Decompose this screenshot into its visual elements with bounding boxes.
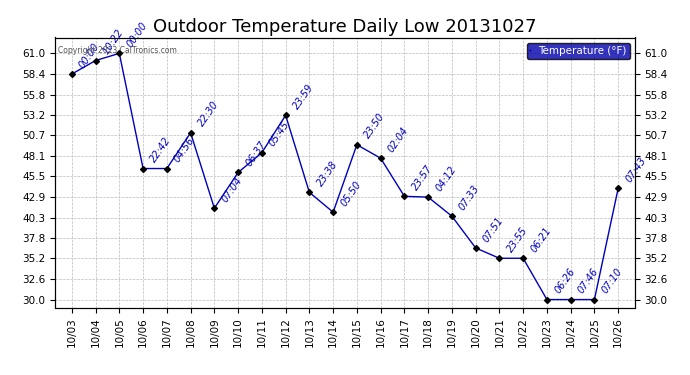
Text: 22:42: 22:42 [148, 135, 173, 164]
Text: 23:57: 23:57 [410, 163, 434, 192]
Text: 07:43: 07:43 [624, 155, 648, 184]
Legend: Temperature (°F): Temperature (°F) [526, 43, 629, 59]
Text: 06:26: 06:26 [553, 267, 577, 296]
Text: 07:51: 07:51 [481, 215, 506, 244]
Text: 23:59: 23:59 [291, 82, 315, 111]
Text: 23:55: 23:55 [505, 225, 529, 254]
Text: 22:30: 22:30 [196, 100, 221, 129]
Text: 04:12: 04:12 [434, 164, 458, 193]
Title: Outdoor Temperature Daily Low 20131027: Outdoor Temperature Daily Low 20131027 [153, 18, 537, 36]
Text: 23:38: 23:38 [315, 159, 339, 188]
Text: 07:10: 07:10 [600, 267, 624, 296]
Text: 05:45: 05:45 [268, 120, 292, 148]
Text: 06:37: 06:37 [244, 140, 268, 168]
Text: 00:00: 00:00 [77, 41, 102, 70]
Text: 00:00: 00:00 [125, 20, 149, 49]
Text: Copyright 2013 CalTronics.com: Copyright 2013 CalTronics.com [58, 46, 177, 55]
Text: 05:50: 05:50 [339, 179, 363, 208]
Text: 23:50: 23:50 [362, 112, 387, 141]
Text: 07:04: 07:04 [220, 175, 244, 204]
Text: 07:46: 07:46 [576, 267, 600, 296]
Text: 10:22: 10:22 [101, 27, 126, 56]
Text: 02:04: 02:04 [386, 125, 411, 154]
Text: 06:21: 06:21 [529, 225, 553, 254]
Text: 07:33: 07:33 [457, 183, 482, 212]
Text: 04:56: 04:56 [172, 135, 197, 164]
